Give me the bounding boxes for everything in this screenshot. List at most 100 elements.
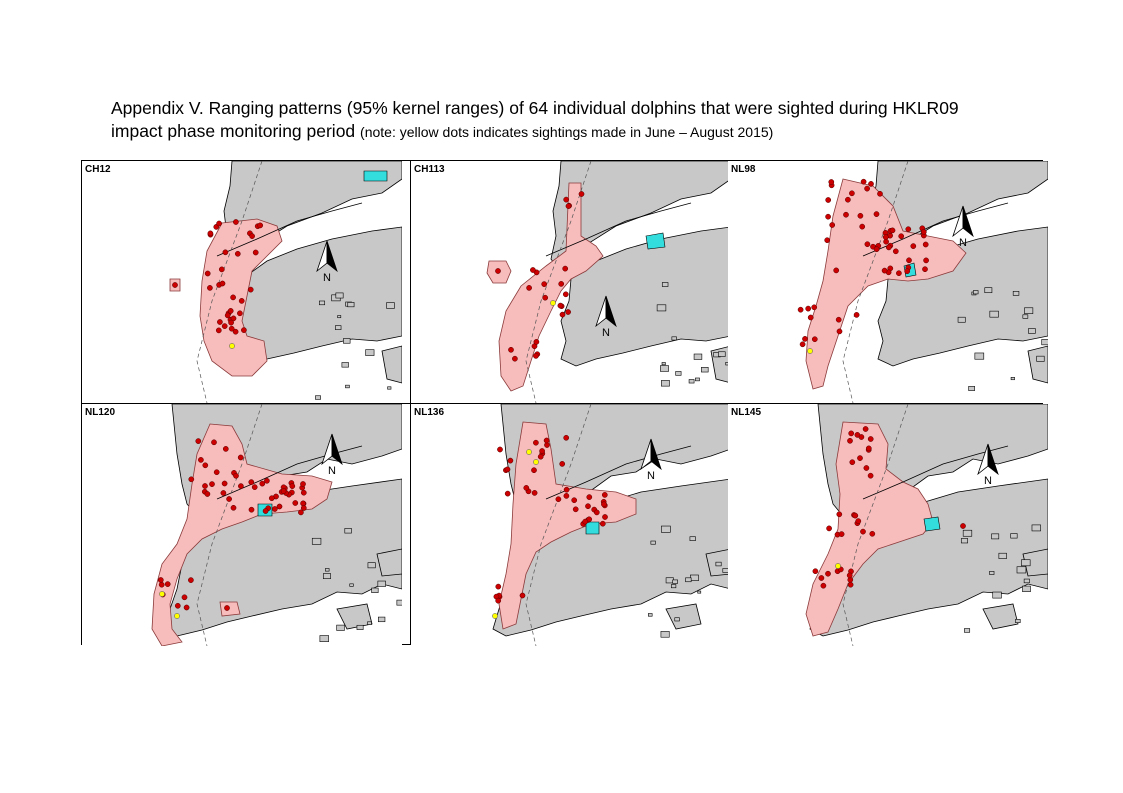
sighting-point bbox=[530, 267, 536, 273]
boundary-line bbox=[842, 161, 909, 403]
sighting-point bbox=[249, 233, 255, 239]
kernel-range bbox=[498, 421, 637, 630]
reclamation-site bbox=[585, 521, 600, 535]
sighting-point bbox=[207, 230, 214, 237]
sighting-point bbox=[526, 285, 532, 291]
sighting-point bbox=[234, 250, 241, 257]
islet bbox=[650, 540, 656, 545]
north-label: N bbox=[602, 327, 610, 339]
caption-line-2: impact phase monitoring period (note: ye… bbox=[111, 120, 1071, 144]
sighting-point bbox=[857, 212, 864, 219]
islet bbox=[660, 631, 670, 638]
sighting-point bbox=[232, 328, 239, 335]
sighting-point bbox=[497, 446, 503, 453]
sighting-point bbox=[264, 477, 270, 484]
recent-sighting-point bbox=[174, 613, 180, 619]
sighting-point bbox=[910, 243, 917, 249]
reclamation-site bbox=[923, 516, 941, 532]
sighting-point bbox=[262, 508, 269, 514]
sighting-point bbox=[835, 316, 842, 323]
sighting-point bbox=[533, 439, 539, 446]
islet bbox=[1031, 524, 1041, 532]
islet bbox=[998, 552, 1007, 559]
islet bbox=[386, 302, 395, 309]
islet bbox=[672, 579, 678, 584]
islet bbox=[311, 537, 322, 545]
sighting-point bbox=[811, 336, 818, 343]
islet bbox=[396, 599, 402, 606]
sighting-point bbox=[247, 286, 254, 293]
islet bbox=[697, 590, 702, 594]
sighting-point bbox=[849, 190, 855, 197]
sighting-point bbox=[864, 185, 870, 192]
sighting-point bbox=[280, 488, 287, 494]
islet bbox=[337, 315, 342, 319]
islet bbox=[371, 587, 379, 593]
sighting-point bbox=[220, 490, 227, 496]
north-label: N bbox=[959, 237, 967, 249]
sighting-point bbox=[563, 486, 570, 493]
land-mass bbox=[982, 603, 1019, 630]
islet bbox=[367, 562, 376, 569]
islet bbox=[341, 362, 349, 368]
islet bbox=[1024, 307, 1034, 314]
recent-sighting-point bbox=[533, 459, 539, 465]
north-label: N bbox=[328, 465, 336, 477]
sighting-point bbox=[539, 448, 545, 454]
figure-caption: Appendix V. Ranging patterns (95% kernel… bbox=[111, 97, 1071, 144]
sighting-point bbox=[495, 583, 502, 590]
sighting-point bbox=[864, 241, 871, 248]
islet bbox=[1012, 291, 1020, 296]
islet bbox=[1036, 355, 1045, 362]
recent-sighting-point bbox=[526, 449, 532, 455]
sighting-point bbox=[867, 472, 874, 479]
sighting-point bbox=[555, 496, 562, 503]
sighting-point bbox=[172, 282, 178, 288]
sighting-point bbox=[847, 437, 853, 444]
map-panel-nl98: NL98 N bbox=[728, 161, 1048, 403]
sighting-point bbox=[920, 229, 927, 235]
sighting-point bbox=[877, 190, 883, 197]
sighting-point bbox=[854, 432, 861, 438]
sighting-point bbox=[504, 490, 511, 497]
land-mass bbox=[665, 603, 702, 630]
recent-sighting-point bbox=[807, 348, 813, 354]
sighting-point bbox=[885, 244, 892, 251]
sighting-point bbox=[507, 457, 514, 464]
sighting-point bbox=[572, 506, 579, 513]
sighting-point bbox=[904, 268, 911, 275]
islet bbox=[344, 528, 352, 534]
sighting-point bbox=[230, 315, 237, 322]
sighting-point bbox=[292, 500, 299, 506]
islet bbox=[1021, 559, 1031, 567]
boundary-line bbox=[196, 404, 263, 646]
panel-label: NL98 bbox=[731, 164, 756, 175]
islet bbox=[964, 628, 971, 633]
sighting-point bbox=[922, 266, 928, 273]
islet bbox=[1028, 328, 1036, 334]
sighting-point bbox=[531, 467, 537, 474]
sighting-point bbox=[847, 581, 854, 588]
islet bbox=[656, 304, 667, 312]
grid-divider bbox=[410, 161, 411, 644]
sighting-point bbox=[233, 219, 239, 225]
sighting-point bbox=[602, 514, 608, 520]
sighting-point bbox=[859, 223, 866, 230]
map-canvas: N bbox=[169, 161, 402, 403]
sighting-point bbox=[562, 265, 569, 272]
sighting-point bbox=[211, 439, 217, 446]
sighting-point bbox=[799, 341, 806, 348]
islet bbox=[991, 533, 1000, 540]
sighting-point bbox=[578, 191, 585, 197]
sighting-point bbox=[563, 434, 570, 441]
sighting-point bbox=[811, 304, 818, 311]
sighting-point bbox=[213, 469, 220, 476]
sighting-point bbox=[563, 493, 570, 499]
sighting-point bbox=[157, 577, 164, 583]
islet bbox=[325, 568, 330, 572]
sighting-point bbox=[268, 495, 275, 502]
sighting-point bbox=[241, 327, 247, 333]
islet bbox=[992, 591, 1002, 599]
map-panel-nl120: NL120 N bbox=[82, 404, 402, 646]
islet bbox=[647, 613, 653, 617]
